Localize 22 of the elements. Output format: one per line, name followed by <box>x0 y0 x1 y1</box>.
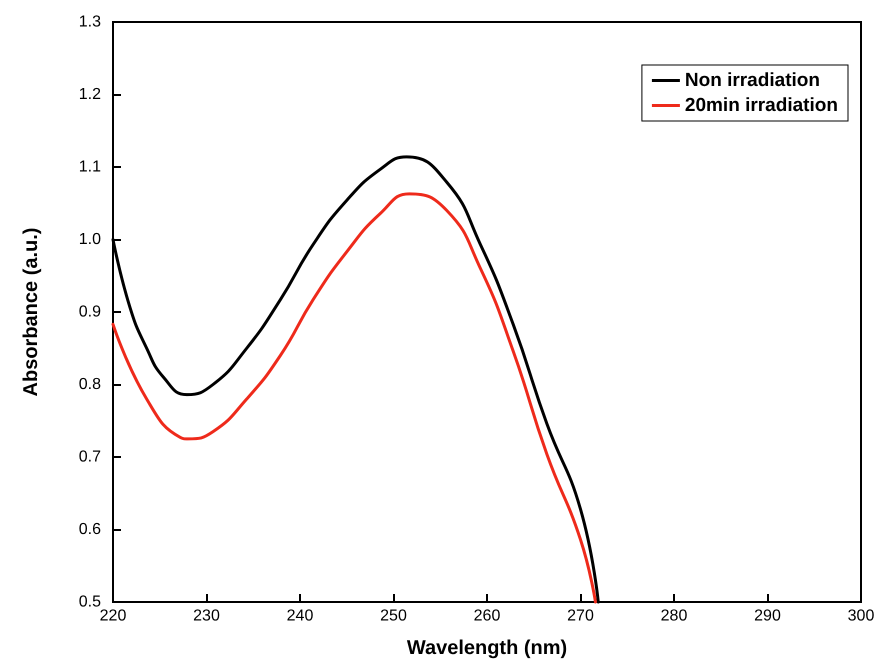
y-tick-label: 1.2 <box>78 86 102 103</box>
x-tick-label: 300 <box>848 608 874 624</box>
y-tick-label: 1.3 <box>78 14 102 30</box>
x-tick-label: 260 <box>474 608 500 624</box>
x-tick-label: 270 <box>567 608 594 624</box>
x-tick-label: 290 <box>754 608 781 624</box>
x-tick-label: 220 <box>100 608 126 624</box>
legend-label: 20min irradiation <box>684 95 838 116</box>
y-tick-label: 0.7 <box>78 448 102 466</box>
x-axis-title: Wavelength (nm) <box>406 637 568 659</box>
y-tick-label: 0.5 <box>78 594 102 610</box>
x-tick-label: 280 <box>660 608 688 624</box>
x-tick-label: 230 <box>193 608 220 624</box>
x-tick-label: 250 <box>380 608 407 624</box>
y-tick-label: 0.8 <box>78 376 102 393</box>
y-tick-label: 0.6 <box>78 521 102 538</box>
x-tick-label: 240 <box>286 608 314 624</box>
y-tick-label: 1.0 <box>78 231 102 248</box>
y-tick-label: 0.9 <box>78 304 102 320</box>
y-axis-title: Absorbance (a.u.) <box>20 228 42 396</box>
legend-label: Non irradiation <box>684 70 820 91</box>
y-tick-label: 1.1 <box>78 158 102 176</box>
